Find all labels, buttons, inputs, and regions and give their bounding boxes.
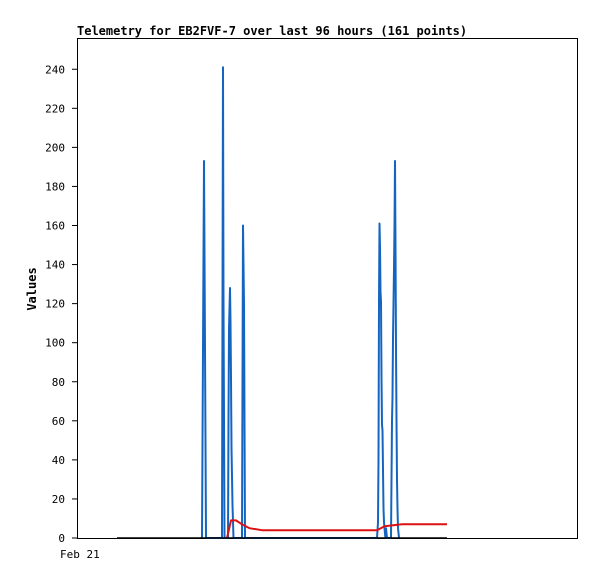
y-tick-label: 220 bbox=[45, 102, 65, 115]
y-axis-label: Values bbox=[25, 267, 39, 310]
y-tick-label: 240 bbox=[45, 63, 65, 76]
series-line-2 bbox=[226, 519, 447, 539]
chart-title: Telemetry for EB2FVF-7 over last 96 hour… bbox=[77, 24, 467, 38]
y-tick-label: 60 bbox=[52, 415, 65, 428]
x-tick-label: Feb 21 bbox=[60, 548, 100, 561]
y-tick-label: 160 bbox=[45, 220, 65, 233]
y-tick-label: 20 bbox=[52, 493, 65, 506]
y-tick-label: 180 bbox=[45, 180, 65, 193]
data-series bbox=[117, 66, 447, 539]
y-tick-label: 140 bbox=[45, 259, 65, 272]
y-tick-label: 200 bbox=[45, 141, 65, 154]
y-tick-label: 120 bbox=[45, 298, 65, 311]
y-tick-label: 40 bbox=[52, 454, 65, 467]
y-tick-label: 80 bbox=[52, 376, 65, 389]
y-axis-ticks: 0 20 40 60 80 100 120 140 160 180 200 220 240 bbox=[45, 63, 77, 545]
y-tick-label: 100 bbox=[45, 337, 65, 350]
y-tick-label: 0 bbox=[58, 532, 65, 545]
